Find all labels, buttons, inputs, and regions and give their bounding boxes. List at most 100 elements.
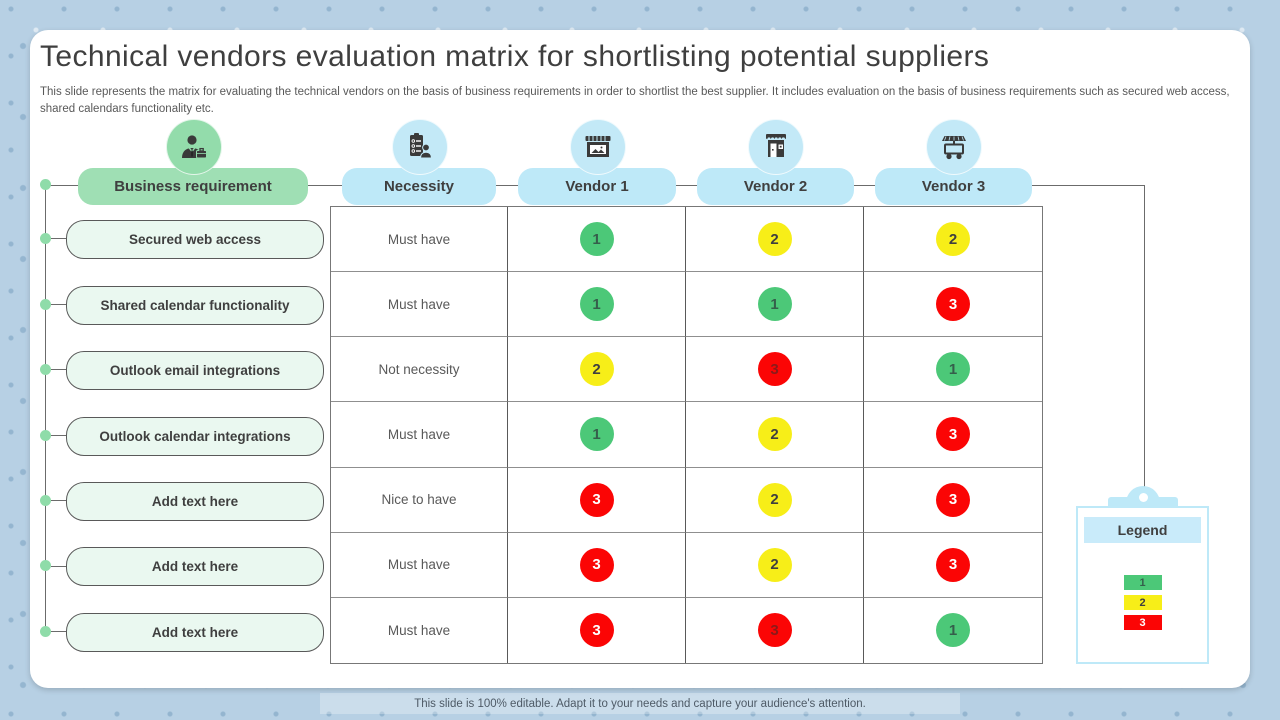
requirement-pill-placeholder[interactable]: Add text here	[66, 547, 324, 586]
column-header-label: Necessity	[383, 178, 455, 195]
score-cell: 3	[686, 597, 864, 663]
score-badge: 1	[936, 352, 970, 387]
connector-line	[51, 500, 66, 501]
necessity-value: Nice to have	[381, 492, 457, 508]
requirement-pill-placeholder[interactable]: Add text here	[66, 613, 324, 652]
score-badge: 1	[579, 287, 614, 322]
connector-dot	[40, 179, 51, 190]
score-cell: 3	[864, 272, 1042, 338]
column-header-label: Business requirement	[114, 178, 272, 195]
legend-chip-1: 1	[1123, 575, 1162, 590]
legend-chip-3: 3	[1123, 615, 1162, 630]
necessity-icon-circle	[392, 119, 448, 175]
vendor3-icon-circle	[926, 119, 982, 175]
connector-line	[51, 631, 66, 632]
column-header-label: Vendor 1	[565, 178, 629, 195]
score-badge: 2	[757, 417, 792, 452]
score-badge: 3	[757, 352, 792, 387]
storefront-icon	[585, 136, 611, 157]
requirement-pill-placeholder[interactable]: Add text here	[66, 482, 324, 521]
legend-tab-hole	[1139, 493, 1148, 502]
checklist-icon	[410, 133, 433, 159]
necessity-cell: Must have	[331, 532, 508, 598]
score-cell: 1	[508, 272, 686, 338]
score-cell: 2	[508, 337, 686, 403]
score-badge: 3	[936, 547, 970, 582]
legend-items: 1 2 3	[1078, 575, 1207, 630]
score-badge: 2	[757, 482, 792, 517]
necessity-value: Must have	[387, 296, 451, 312]
necessity-cell: Nice to have	[331, 467, 508, 533]
score-badge: 3	[936, 287, 970, 322]
score-cell: 3	[686, 337, 864, 403]
connector-line	[51, 304, 66, 305]
evaluation-table: Must have 1 2 2 Must have 1 1 3 Not nece…	[330, 206, 1043, 664]
connector-dot	[40, 364, 51, 375]
score-cell: 2	[686, 402, 864, 468]
slide-subtitle: This slide represents the matrix for eva…	[40, 86, 1230, 116]
score-cell: 1	[864, 337, 1042, 403]
score-badge: 3	[579, 613, 614, 648]
legend: Legend 1 2 3	[1076, 506, 1209, 664]
score-badge: 2	[757, 547, 792, 582]
legend-chip-2: 2	[1123, 595, 1162, 610]
requirement-pill: Outlook calendar integrations	[66, 417, 324, 456]
connector-dot	[40, 233, 51, 244]
score-badge: 1	[757, 287, 792, 322]
connector-line	[51, 238, 66, 239]
score-cell: 3	[508, 597, 686, 663]
score-badge: 3	[579, 547, 614, 582]
vendor2-icon-circle	[748, 119, 804, 175]
score-badge: 3	[936, 482, 970, 517]
connector-line	[51, 369, 66, 370]
necessity-value: Must have	[387, 426, 451, 442]
score-badge: 1	[579, 222, 614, 257]
column-header-vendor-1: Vendor 1	[518, 168, 676, 205]
score-cell: 1	[508, 402, 686, 468]
vendor-cart-icon	[942, 136, 966, 160]
column-header-label: Vendor 3	[921, 178, 986, 195]
column-header-label: Vendor 2	[743, 178, 808, 195]
connector-dot	[40, 626, 51, 637]
necessity-value: Must have	[387, 231, 451, 247]
requirement-pill: Shared calendar functionality	[66, 286, 324, 325]
connector-dot	[40, 299, 51, 310]
score-badge: 2	[936, 222, 970, 257]
requirement-pill: Outlook email integrations	[66, 351, 324, 390]
score-badge: 3	[579, 482, 614, 517]
score-badge: 3	[757, 613, 792, 648]
necessity-cell: Must have	[331, 402, 508, 468]
vendor1-icon-circle	[570, 119, 626, 175]
connector-line	[51, 435, 66, 436]
score-cell: 3	[864, 533, 1042, 598]
score-badge: 3	[936, 417, 970, 452]
legend-title: Legend	[1084, 517, 1201, 543]
score-badge: 2	[757, 222, 792, 257]
legend-connector-line	[1144, 185, 1145, 497]
connector-dot	[40, 560, 51, 571]
page-title: Technical vendors evaluation matrix for …	[40, 40, 990, 73]
score-cell: 2	[686, 207, 864, 273]
score-cell: 1	[864, 598, 1042, 663]
left-connector-line	[45, 185, 46, 632]
score-cell: 2	[864, 207, 1042, 273]
requirement-pill: Secured web access	[66, 220, 324, 259]
businessman-icon	[182, 135, 207, 159]
score-badge: 2	[579, 352, 614, 387]
necessity-cell: Must have	[331, 597, 508, 663]
score-cell: 2	[686, 467, 864, 533]
necessity-cell: Must have	[331, 207, 508, 273]
connector-dot	[40, 495, 51, 506]
score-cell: 3	[508, 532, 686, 598]
score-badge: 1	[579, 417, 614, 452]
necessity-value: Must have	[387, 622, 451, 638]
score-cell: 2	[686, 532, 864, 598]
necessity-value: Not necessity	[378, 361, 460, 377]
score-cell: 1	[686, 272, 864, 338]
score-cell: 1	[508, 207, 686, 273]
necessity-cell: Not necessity	[331, 337, 508, 403]
necessity-cell: Must have	[331, 272, 508, 338]
score-cell: 3	[864, 468, 1042, 533]
score-cell: 3	[864, 402, 1042, 468]
